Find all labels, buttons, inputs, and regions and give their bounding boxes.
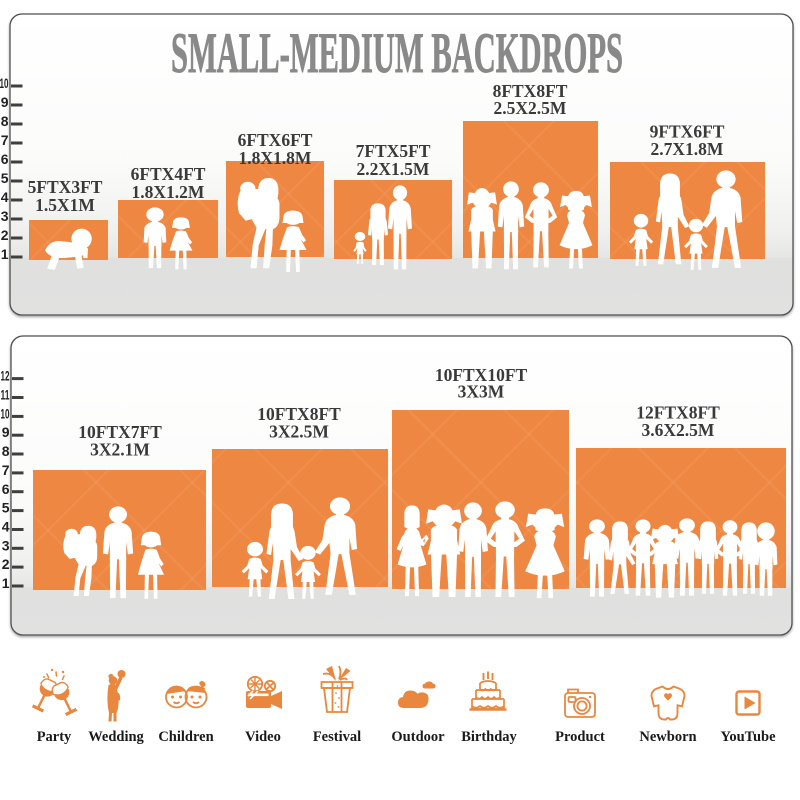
svg-text:5FTX3FT: 5FTX3FT [28, 177, 103, 197]
svg-text:SMALL-MEDIUM BACKDROPS: SMALL-MEDIUM BACKDROPS [171, 22, 623, 85]
svg-text:YouTube: YouTube [720, 729, 776, 745]
svg-text:Newborn: Newborn [639, 729, 696, 745]
svg-text:Birthday: Birthday [461, 729, 517, 745]
svg-text:3: 3 [2, 537, 10, 553]
svg-text:7: 7 [2, 462, 10, 478]
svg-text:4: 4 [1, 189, 9, 205]
svg-text:12: 12 [1, 368, 10, 384]
svg-text:Product: Product [555, 729, 605, 745]
svg-text:3X3M: 3X3M [458, 382, 505, 402]
svg-text:10FTX8FT: 10FTX8FT [257, 404, 341, 424]
svg-text:2: 2 [2, 556, 10, 572]
svg-text:11: 11 [1, 387, 10, 403]
svg-text:9: 9 [1, 94, 9, 110]
svg-text:12FTX8FT: 12FTX8FT [636, 403, 720, 423]
svg-text:3: 3 [1, 208, 9, 224]
svg-text:1: 1 [1, 246, 9, 262]
svg-text:Outdoor: Outdoor [391, 729, 445, 745]
svg-text:1: 1 [2, 575, 10, 591]
svg-text:2: 2 [1, 227, 9, 243]
svg-text:10FTX7FT: 10FTX7FT [78, 422, 162, 442]
svg-text:5: 5 [2, 500, 10, 516]
svg-text:9: 9 [2, 424, 10, 440]
svg-text:3X2.1M: 3X2.1M [90, 440, 150, 460]
svg-text:6: 6 [1, 151, 9, 167]
svg-text:Festival: Festival [313, 729, 361, 745]
svg-text:Video: Video [245, 729, 281, 745]
svg-text:1.8X1.8M: 1.8X1.8M [239, 148, 312, 168]
svg-text:6FTX4FT: 6FTX4FT [131, 164, 206, 184]
svg-text:6: 6 [2, 481, 10, 497]
svg-text:7FTX5FT: 7FTX5FT [356, 141, 431, 161]
svg-text:Wedding: Wedding [88, 729, 144, 745]
svg-text:2.2X1.5M: 2.2X1.5M [357, 159, 430, 179]
svg-text:Party: Party [37, 729, 72, 745]
svg-text:8FTX8FT: 8FTX8FT [493, 81, 568, 101]
svg-text:3X2.5M: 3X2.5M [269, 422, 329, 442]
svg-text:1.8X1.2M: 1.8X1.2M [132, 182, 205, 202]
svg-text:4: 4 [2, 519, 10, 535]
svg-text:10: 10 [0, 75, 9, 91]
svg-text:7: 7 [1, 132, 9, 148]
svg-text:10FTX10FT: 10FTX10FT [435, 365, 528, 385]
svg-text:5: 5 [1, 170, 9, 186]
svg-text:6FTX6FT: 6FTX6FT [238, 130, 313, 150]
svg-text:8: 8 [2, 443, 10, 459]
svg-text:3.6X2.5M: 3.6X2.5M [642, 420, 715, 440]
svg-text:Children: Children [158, 729, 213, 745]
svg-text:8: 8 [1, 113, 9, 129]
svg-text:9FTX6FT: 9FTX6FT [650, 122, 725, 142]
svg-text:2.7X1.8M: 2.7X1.8M [651, 139, 724, 159]
svg-text:1.5X1M: 1.5X1M [35, 195, 95, 215]
svg-text:2.5X2.5M: 2.5X2.5M [494, 98, 567, 118]
svg-text:10: 10 [1, 405, 10, 421]
